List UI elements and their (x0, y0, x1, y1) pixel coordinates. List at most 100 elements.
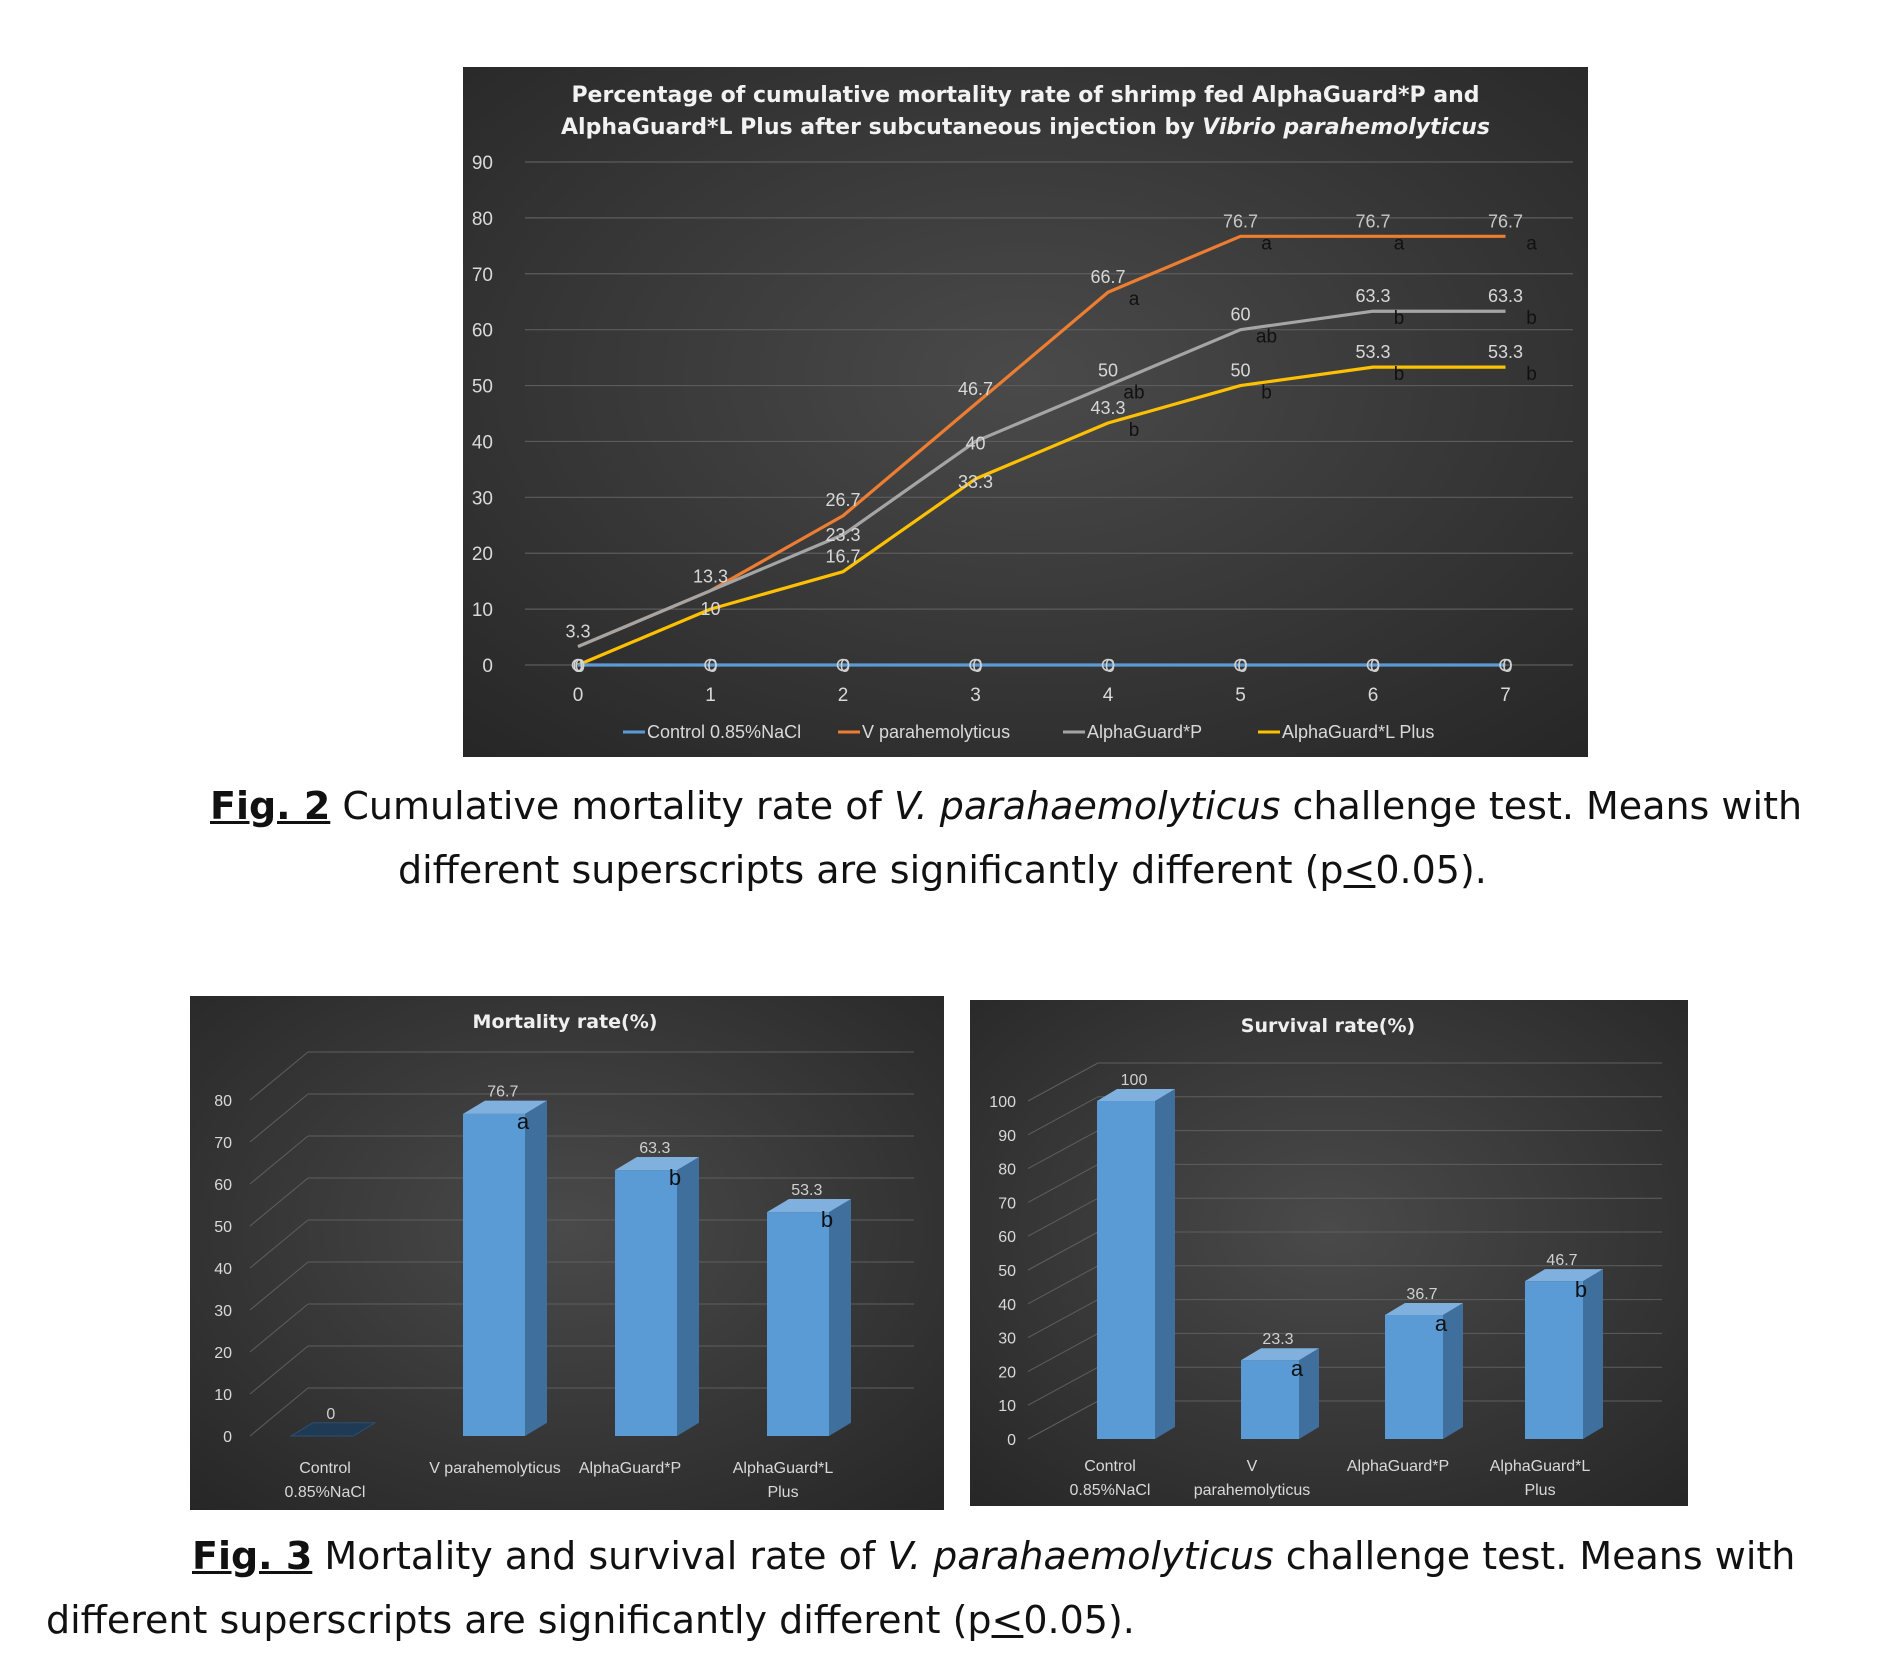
bar-side (829, 1198, 851, 1436)
y-tick-label: 70 (998, 1195, 1016, 1212)
y-tick-label: 40 (998, 1297, 1016, 1314)
data-label: 63.3 (639, 1140, 670, 1157)
less-equal-symbol: < (1343, 848, 1376, 892)
x-tick-label: 3 (970, 685, 981, 706)
data-label: 33.3 (958, 472, 993, 492)
bar (1385, 1314, 1443, 1439)
zero-marker (1366, 658, 1380, 672)
data-label: 50 (1230, 361, 1250, 381)
gridline (249, 1387, 309, 1437)
y-tick-label: 20 (214, 1345, 232, 1362)
bar-top (1385, 1302, 1463, 1315)
category-label: AlphaGuard*L (1490, 1458, 1591, 1475)
data-label: 63.3 (1355, 286, 1390, 306)
zero-marker (1234, 658, 1247, 672)
significance-letter: b (1261, 383, 1272, 404)
data-label: 13.3 (693, 567, 728, 587)
caption-text: Cumulative mortality rate of (330, 784, 894, 828)
data-label: 66.7 (1090, 267, 1125, 287)
y-tick-label: 40 (214, 1261, 232, 1278)
figure-2-caption: Fig. 2 Cumulative mortality rate of V. p… (210, 774, 1850, 902)
data-label: 53.3 (791, 1182, 822, 1199)
series-line (577, 234, 1506, 649)
y-tick-label: 90 (472, 153, 493, 174)
category-label: Control (299, 1460, 351, 1477)
bar-top (463, 1100, 547, 1114)
gridline (1027, 1163, 1099, 1203)
legend-label: V parahemolyticus (862, 722, 1010, 742)
series-line (577, 365, 1506, 667)
data-label: 36.7 (1406, 1286, 1437, 1303)
x-tick-label: 6 (1368, 685, 1379, 706)
bar-side (1155, 1089, 1175, 1439)
x-tick-label: 7 (1500, 685, 1511, 706)
significance-letter: b (1575, 1277, 1587, 1302)
survival-bar-chart: Survival rate(%) 0 10 20 30 40 50 60 70 80 90 100 10… (970, 1000, 1688, 1506)
y-tick-label: 0 (482, 656, 493, 677)
data-label: 10 (700, 599, 720, 619)
y-tick-label: 60 (998, 1229, 1016, 1246)
gridline (249, 1261, 309, 1311)
y-tick-label: 80 (472, 209, 493, 230)
x-tick-label: 1 (705, 685, 716, 706)
chart-title: AlphaGuard*L Plus after subcutaneous inj… (561, 115, 1490, 140)
data-label: 0 (575, 656, 585, 676)
y-tick-label: 40 (472, 432, 493, 453)
data-label: 0 (1105, 656, 1115, 676)
gridline (249, 1303, 309, 1353)
data-label: 0 (707, 656, 717, 676)
data-label: 100 (1121, 1072, 1148, 1089)
data-label: 0 (1502, 656, 1512, 676)
data-label: 50 (1098, 361, 1118, 381)
data-label: 46.7 (958, 379, 993, 399)
data-label: 0 (1370, 656, 1380, 676)
chart-title: Percentage of cumulative mortality rate … (571, 83, 1479, 108)
y-tick-label: 20 (998, 1364, 1016, 1381)
category-label: Plus (1524, 1482, 1555, 1499)
data-label: 23.3 (825, 525, 860, 545)
figure-3-caption: Fig. 3 Mortality and survival rate of V.… (46, 1524, 1876, 1652)
less-equal-symbol: < (991, 1598, 1024, 1642)
data-label: 43.3 (1090, 398, 1125, 418)
caption-text: Mortality and survival rate of (312, 1534, 888, 1578)
caption-text: 0.05). (1375, 848, 1487, 892)
figure-3-label: Fig. 3 (192, 1534, 313, 1578)
data-label: 76.7 (1355, 211, 1390, 231)
bar-top (1241, 1348, 1319, 1361)
y-tick-label: 30 (998, 1331, 1016, 1348)
significance-letter: a (1261, 233, 1272, 254)
significance-letter: a (1129, 289, 1140, 310)
x-tick-label: 0 (573, 685, 584, 706)
y-tick-label: 30 (472, 488, 493, 509)
category-label: 0.85%NaCl (285, 1484, 366, 1501)
category-label: Plus (767, 1484, 798, 1501)
bar-side (1583, 1269, 1603, 1439)
significance-letter: b (1526, 308, 1537, 329)
chart-title-species: Vibrio parahemolyticus (1202, 115, 1490, 140)
y-tick-label: 0 (1007, 1432, 1016, 1449)
y-tick-label: 60 (214, 1177, 232, 1194)
data-label: 0 (840, 656, 850, 676)
y-tick-label: 50 (472, 377, 493, 398)
category-label: Control (1084, 1458, 1136, 1475)
x-tick-label: 5 (1235, 685, 1246, 706)
gridline (1027, 1366, 1099, 1406)
data-label: 23.3 (1262, 1331, 1293, 1348)
gridline (1027, 1096, 1099, 1136)
significance-letter: a (1394, 233, 1405, 254)
data-label: 0 (972, 656, 982, 676)
caption-text: challenge test. Means with (1280, 784, 1803, 828)
significance-letter: ab (1256, 327, 1277, 348)
gridline (249, 1093, 309, 1143)
zero-marker (704, 658, 717, 672)
y-tick-label: 50 (998, 1263, 1016, 1280)
data-label: 16.7 (825, 547, 860, 567)
series-line (577, 309, 1506, 649)
gridline (249, 1135, 309, 1185)
significance-letter: b (669, 1165, 681, 1190)
zero-marker (836, 658, 850, 672)
legend-label: AlphaGuard*L Plus (1282, 722, 1434, 742)
gridline (249, 1051, 309, 1101)
significance-letter: a (1291, 1356, 1304, 1381)
y-tick-label: 20 (472, 544, 493, 565)
